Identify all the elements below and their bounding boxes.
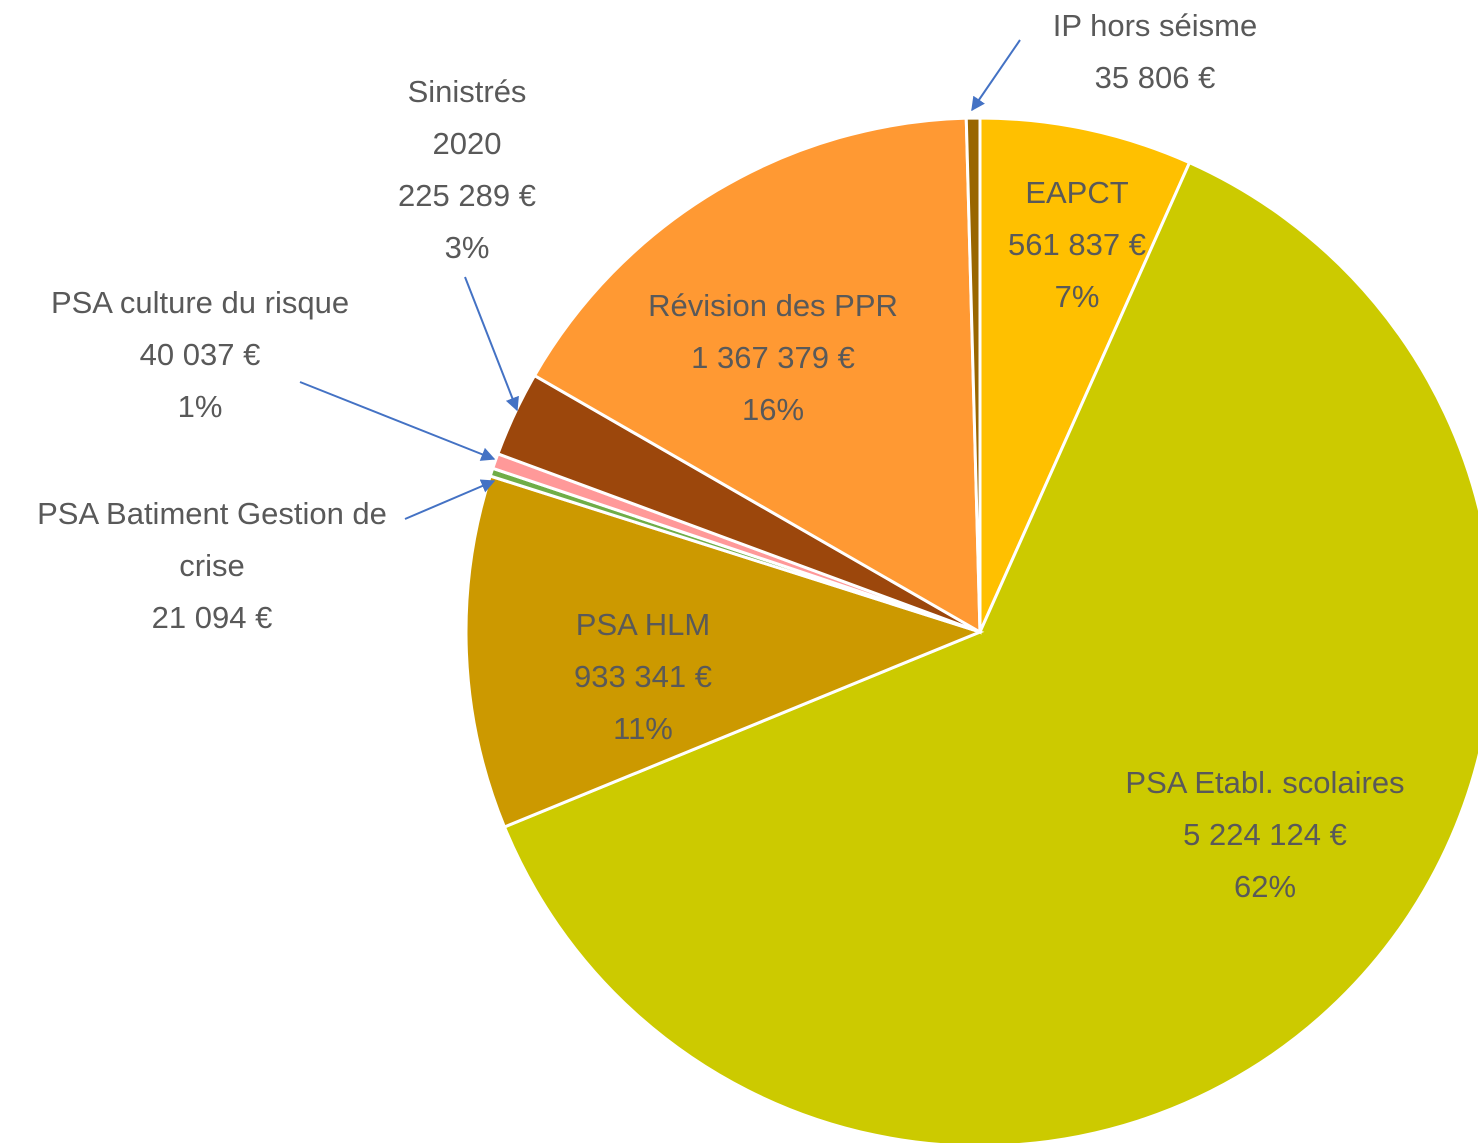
pie-slice — [464, 474, 985, 829]
pie-slice — [532, 116, 982, 635]
label-name: PSA culture du risque — [50, 285, 350, 320]
label-value: 561 837 € — [1008, 227, 1146, 262]
pie-slice — [978, 116, 1192, 633]
slice-label: PSA culture du risque 40 037 € 1% — [0, 277, 400, 433]
slice-label: EAPCT 561 837 € 7% — [977, 167, 1177, 323]
label-name: IP hors séisme — [1052, 8, 1258, 43]
label-value: 21 094 € — [151, 600, 273, 635]
label-name: Révision des PPR — [648, 288, 898, 323]
leader-arrow — [404, 479, 496, 520]
label-value: 1 367 379 € — [691, 340, 855, 375]
label-percent: 1% — [177, 389, 223, 424]
slice-label: Révision des PPR 1 367 379 € 16% — [613, 280, 933, 436]
leader-arrow — [299, 381, 496, 461]
leader-arrow — [971, 39, 1021, 112]
label-name: EAPCT — [1025, 175, 1129, 210]
pie-slice — [502, 160, 1478, 1143]
label-name: PSA HLM — [575, 607, 711, 642]
label-value: 5 224 124 € — [1183, 817, 1347, 852]
label-name: PSA Batiment Gestion de crise — [37, 496, 387, 583]
label-percent: 7% — [1054, 279, 1100, 314]
label-value: 40 037 € — [139, 337, 261, 372]
slice-label: PSA Batiment Gestion de crise 21 094 € — [12, 488, 412, 644]
label-value: 933 341 € — [574, 659, 712, 694]
slice-label: PSA HLM 933 341 € 11% — [513, 599, 773, 755]
slice-label: Sinistrés 2020 225 289 € 3% — [372, 66, 562, 274]
label-name: PSA Etabl. scolaires — [1125, 765, 1405, 800]
label-percent: 16% — [741, 392, 805, 427]
slice-label: IP hors séisme 35 806 € — [1005, 0, 1305, 104]
label-name: Sinistrés 2020 — [407, 74, 527, 161]
label-value: 225 289 € — [398, 178, 536, 213]
pie-slice — [964, 116, 982, 633]
label-percent: 11% — [613, 711, 673, 746]
slice-label: PSA Etabl. scolaires 5 224 124 € 62% — [1085, 757, 1445, 913]
label-percent: 3% — [444, 230, 490, 265]
leader-arrow — [464, 276, 519, 412]
label-percent: 62% — [1233, 869, 1297, 904]
label-value: 35 806 € — [1094, 60, 1216, 95]
